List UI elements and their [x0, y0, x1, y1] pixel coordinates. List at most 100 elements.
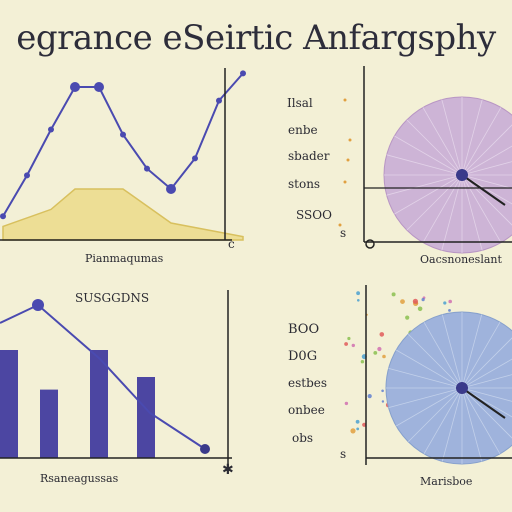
confetti-dot [443, 301, 447, 305]
dot [343, 98, 347, 102]
pie-spoke [441, 99, 463, 176]
confetti-dot [355, 419, 360, 424]
legend-item: onbee [288, 403, 325, 417]
pie-spoke [441, 387, 463, 462]
confetti-dot [377, 346, 382, 352]
legend-item: SSOO [296, 208, 332, 222]
bar [90, 350, 108, 458]
confetti-dot [421, 298, 425, 302]
axis-origin-marker [365, 239, 375, 249]
pie-spoke [422, 174, 463, 243]
line-points [0, 70, 246, 220]
line-end-point [200, 444, 210, 454]
corner-label: s [340, 447, 346, 461]
x-axis-label: Pianmaqumas [85, 252, 164, 265]
pie-spoke [388, 367, 463, 389]
confetti-dot [360, 360, 365, 364]
bar [0, 350, 18, 458]
dot [346, 158, 350, 162]
panel-bar: ✱ SUSGGDNS Rsaneagussas [0, 290, 234, 485]
line-point [70, 82, 80, 92]
pie-spoke [406, 174, 463, 231]
confetti-dot [350, 428, 356, 434]
confetti-dot [351, 343, 355, 348]
pie-center [456, 382, 468, 394]
area-series [2, 188, 244, 241]
panel-pie-top: Ilsal enbe sbader stons SSOO s Oacsnones… [287, 66, 512, 266]
confetti-dot [357, 299, 360, 302]
confetti-dot [344, 401, 349, 406]
pie-pointer [461, 387, 506, 419]
pie-spoke [407, 387, 463, 443]
pie-spoke [461, 387, 501, 455]
legend-item: obs [292, 431, 313, 445]
legend-item: stons [288, 177, 320, 191]
pie-spoke [461, 174, 512, 205]
page-title: egrance eSeirtic Anfargsphy [16, 18, 496, 58]
confetti-dot [405, 315, 410, 320]
legend-item: D0G [288, 349, 317, 364]
pie-spoke [461, 374, 512, 389]
corner-label: s [340, 226, 346, 240]
pie-spoke [461, 387, 483, 462]
line-point [192, 155, 198, 162]
confetti-dot [381, 389, 384, 393]
pie-spoke [461, 174, 512, 226]
line-point [216, 97, 222, 104]
legend-item: enbe [288, 123, 318, 137]
confetti-dot [381, 400, 385, 403]
corner-label: c [228, 237, 235, 251]
x-axis-label: Rsaneagussas [40, 472, 119, 485]
legend-item: Ilsal [287, 96, 313, 110]
line-point [48, 126, 54, 133]
confetti-dot [347, 336, 351, 341]
pie-spokes [386, 312, 512, 464]
x-axis-label: Marisboe [420, 475, 472, 488]
line-point [24, 172, 30, 179]
pie-spoke [461, 161, 512, 176]
dot [343, 180, 347, 184]
confetti-dot [344, 342, 348, 346]
line-point [120, 131, 126, 138]
pie-spoke [461, 387, 512, 418]
confetti-dot [448, 299, 453, 304]
pie-spoke [461, 321, 501, 389]
dot [338, 223, 342, 227]
confetti-dot [373, 351, 378, 355]
confetti-dot [356, 291, 360, 296]
confetti-dot [448, 309, 451, 312]
pie-center [456, 169, 468, 181]
pie-spokes [338, 97, 512, 253]
confetti-dot [379, 332, 385, 337]
line-series [0, 303, 206, 450]
pie-spoke [441, 314, 463, 389]
pie-spoke [407, 333, 463, 389]
pie-spoke [423, 321, 463, 389]
pie-spoke [461, 99, 483, 176]
pie-spoke [461, 174, 512, 189]
bar [40, 389, 58, 458]
line-point [0, 213, 6, 220]
bar [137, 377, 155, 458]
pie-pointer [461, 174, 506, 206]
pie-spoke [461, 337, 512, 389]
chart-subtitle: SUSGGDNS [75, 291, 149, 305]
confetti-dot [417, 306, 423, 312]
legend-item: estbes [288, 376, 327, 390]
confetti-dot [412, 298, 418, 304]
confetti-dot [367, 394, 372, 399]
panel-line: c Pianmaqumas [0, 68, 246, 265]
pie-spoke [461, 107, 502, 176]
pie-spoke [461, 145, 512, 176]
pie-spoke [461, 387, 512, 439]
line-point [94, 82, 104, 92]
confetti-dot [391, 292, 396, 297]
dot [348, 138, 352, 142]
pie-spoke [461, 314, 483, 389]
pie-spoke [461, 174, 502, 243]
line-point [144, 165, 150, 172]
pie-spoke [461, 387, 512, 402]
pie-spoke [388, 387, 463, 409]
pie-spoke [386, 174, 463, 196]
